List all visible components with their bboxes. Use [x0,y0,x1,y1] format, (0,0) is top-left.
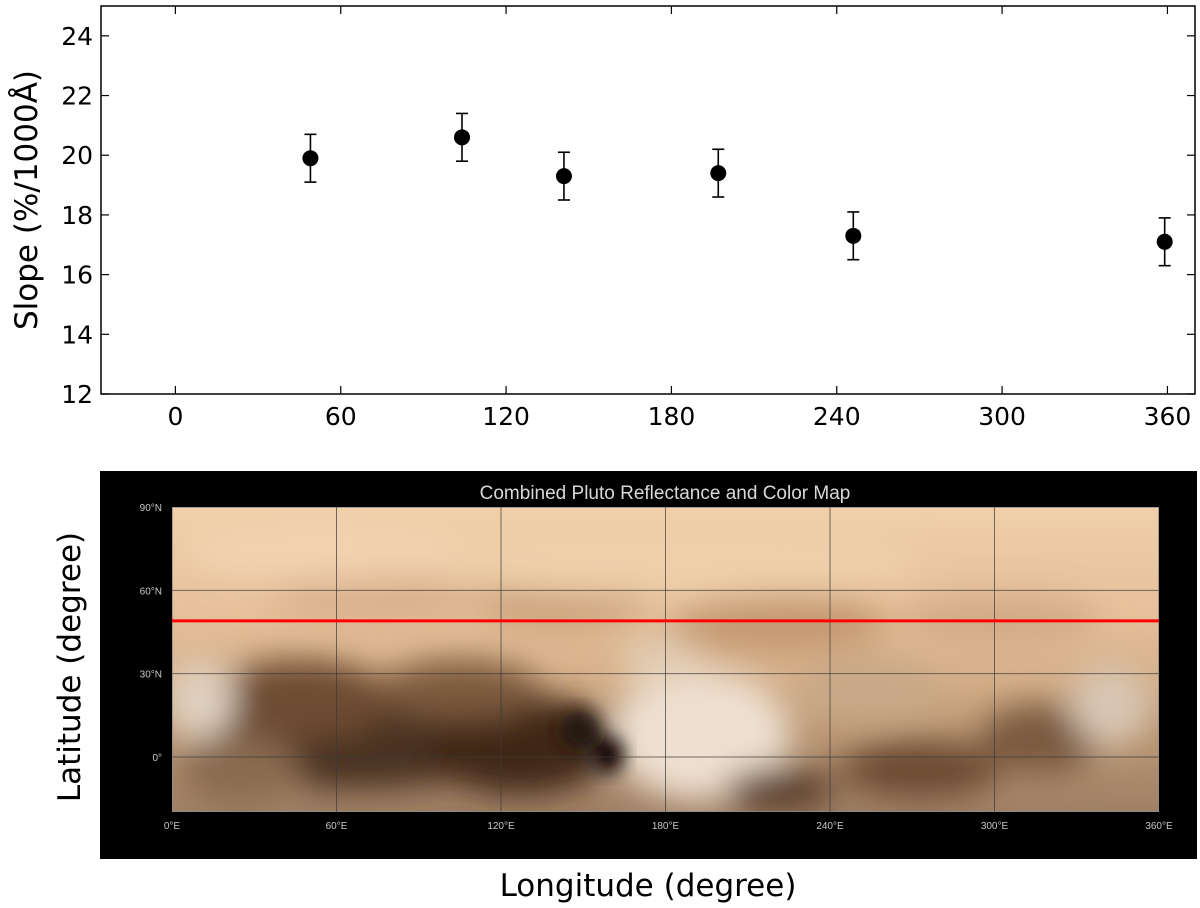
y-tick-label: 14 [61,320,93,349]
longitude-label: 60°E [326,821,348,832]
y-tick-label: 20 [61,141,93,170]
map-y-axis-title: Latitude (degree) [52,532,88,802]
map-image [172,507,1159,812]
map-x-axis-title: Longitude (degree) [500,868,797,904]
x-tick-label: 360 [1144,402,1192,431]
x-tick-label: 60 [325,402,357,431]
latitude-label: 90°N [140,503,162,514]
data-point [845,227,862,244]
longitude-label: 0°E [164,821,181,832]
y-tick-label: 18 [61,201,93,230]
longitude-label: 120°E [487,821,515,832]
data-point [555,168,572,185]
y-tick-label: 16 [61,261,93,290]
x-axis-ticks: 0 60 120 180 240 300 360 [167,6,1191,431]
y-axis-ticks: 12 14 16 18 20 22 24 [61,22,1195,409]
map-grid [172,507,1159,812]
y-tick-label: 24 [61,22,93,51]
map-longitude-labels: 0°E 60°E 120°E 180°E 240°E 300°E 360°E [164,821,1173,832]
data-point [1156,233,1173,250]
longitude-label: 180°E [652,821,680,832]
data-points [302,112,1173,267]
map-title: Combined Pluto Reflectance and Color Map [480,483,851,504]
x-tick-label: 300 [978,402,1026,431]
latitude-label: 60°N [140,586,162,597]
longitude-label: 300°E [981,821,1009,832]
x-tick-label: 0 [167,402,183,431]
x-tick-label: 240 [813,402,861,431]
y-tick-label: 12 [61,380,93,409]
data-point [710,165,727,182]
map-latitude-labels: 90°N 60°N 30°N 0° [140,503,162,764]
data-point [302,150,319,167]
latitude-label: 30°N [140,670,162,681]
x-tick-label: 120 [482,402,530,431]
plot-frame [100,5,1196,395]
y-tick-label: 22 [61,82,93,111]
longitude-label: 360°E [1145,821,1173,832]
y-axis-title: Slope (%/1000Å) [9,70,45,330]
data-point [453,129,470,146]
scatter-plot: 12 14 16 18 20 22 24 0 60 120 180 240 300 360 Slope … [9,5,1196,431]
longitude-label: 240°E [816,821,844,832]
pluto-map-panel: Combined Pluto Reflectance and Color Map [100,471,1197,859]
latitude-label: 0° [152,753,162,764]
x-tick-label: 180 [648,402,696,431]
